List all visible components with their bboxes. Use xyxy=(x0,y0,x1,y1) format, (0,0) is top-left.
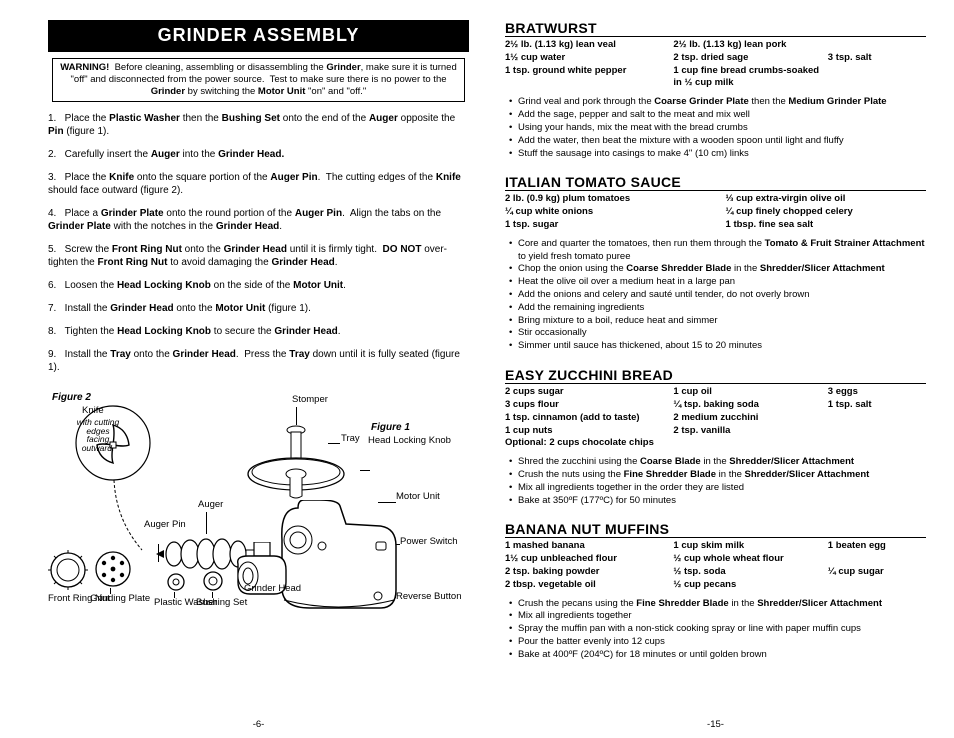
recipe-title: Italian Tomato Sauce xyxy=(505,174,926,191)
recipe-title: Bratwurst xyxy=(505,20,926,37)
section-title: Grinder Assembly xyxy=(48,20,469,52)
instructions: Grind veal and pork through the Coarse G… xyxy=(509,96,926,160)
assembly-step: 8. Tighten the Head Locking Knob to secu… xyxy=(48,325,469,338)
assembly-step: 6. Loosen the Head Locking Knob on the s… xyxy=(48,279,469,292)
page-number-right: -15- xyxy=(505,715,926,730)
label-knife-note: with cutting edges facing outward. xyxy=(76,418,120,454)
assembly-step: 3. Place the Knife onto the square porti… xyxy=(48,171,469,197)
recipe-title: Banana Nut Muffins xyxy=(505,521,926,538)
assembly-step: 1. Place the Plastic Washer then the Bus… xyxy=(48,112,469,138)
ingredients: 2 lb. (0.9 kg) plum tomatoes⅓ cup extra-… xyxy=(505,193,926,231)
label-auger: Auger xyxy=(198,500,223,510)
label-bushing: Bushing Set xyxy=(196,598,247,608)
figure1-label: Figure 1 xyxy=(371,422,410,433)
part-motor xyxy=(280,500,398,612)
part-tray xyxy=(246,456,346,500)
assembly-step: 4. Place a Grinder Plate onto the round … xyxy=(48,207,469,233)
label-grinder-head: Grinder Head xyxy=(244,584,301,594)
instructions: Core and quarter the tomatoes, then run … xyxy=(509,238,926,353)
instructions: Shred the zucchini using the Coarse Blad… xyxy=(509,456,926,507)
left-page: Grinder Assembly WARNING! Before cleanin… xyxy=(48,20,495,730)
page-number-left: -6- xyxy=(48,715,469,730)
warning-box: WARNING! Before cleaning, assembling or … xyxy=(52,58,465,102)
assembly-step: 9. Install the Tray onto the Grinder Hea… xyxy=(48,348,469,374)
assembly-step: 7. Install the Grinder Head onto the Mot… xyxy=(48,302,469,315)
assembly-step: 5. Screw the Front Ring Nut onto the Gri… xyxy=(48,243,469,269)
instructions: Crush the pecans using the Fine Shredder… xyxy=(509,598,926,662)
assembly-step: 2. Carefully insert the Auger into the G… xyxy=(48,148,469,161)
part-grinding-plate xyxy=(94,550,132,588)
figure-area: Figure 2 Figure 1 Knife with cutting edg… xyxy=(48,392,469,715)
label-knife: Knife xyxy=(82,406,104,416)
part-washer xyxy=(166,572,186,592)
ingredients: 2 cups sugar1 cup oil3 eggs3 cups flour¼… xyxy=(505,386,926,450)
label-motor: Motor Unit xyxy=(396,492,440,502)
part-front-ring xyxy=(48,550,88,590)
label-stomper: Stomper xyxy=(292,395,328,405)
label-head-lock: Head Locking Knob xyxy=(368,436,451,446)
recipe-title: Easy Zucchini Bread xyxy=(505,367,926,384)
leader-fig2 xyxy=(112,480,152,554)
assembly-steps: 1. Place the Plastic Washer then the Bus… xyxy=(48,112,469,384)
label-tray: Tray xyxy=(341,434,360,444)
ingredients: 2½ lb. (1.13 kg) lean veal2½ lb. (1.13 k… xyxy=(505,39,926,90)
label-grind-plate: Grinding Plate xyxy=(90,594,150,604)
figure2-label: Figure 2 xyxy=(52,392,91,403)
label-power: Power Switch xyxy=(400,537,458,547)
part-bushing xyxy=(202,570,224,592)
ingredients: 1 mashed banana1 cup skim milk1 beaten e… xyxy=(505,540,926,591)
label-reverse: Reverse Button xyxy=(396,592,461,602)
right-page: Bratwurst 2½ lb. (1.13 kg) lean veal2½ lb… xyxy=(495,20,926,730)
